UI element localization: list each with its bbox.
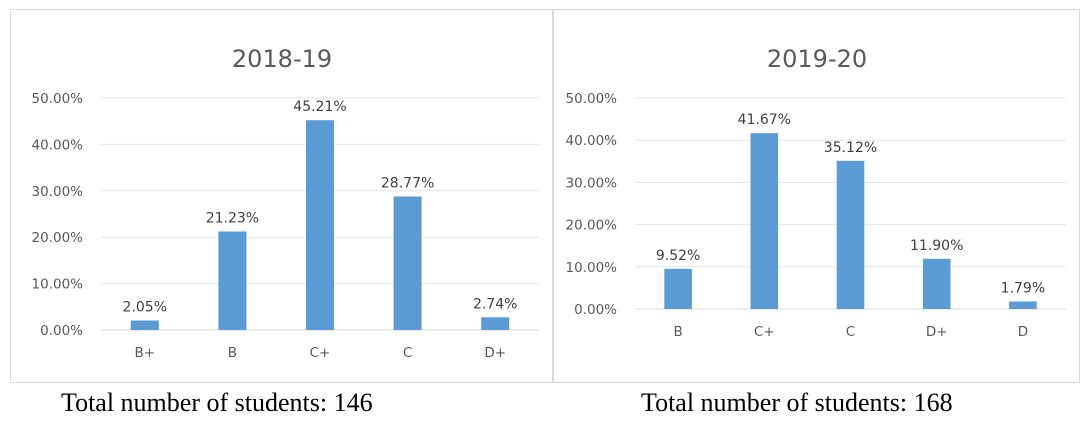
y-tick-label: 30.00% [32, 184, 84, 200]
chart-2019-20: 2019-20 0.00% 10.00% 20.00% 30.00% 40.00% 50.0… [566, 45, 1066, 340]
bar-B [664, 268, 692, 309]
y-tick-label: 30.00% [566, 175, 618, 191]
chart-title: 2018-19 [232, 45, 332, 73]
data-label: 35.12% [824, 140, 877, 156]
y-tick-label: 0.00% [40, 323, 83, 339]
bar-D+ [922, 258, 951, 309]
caption-total-students-2018-19: Total number of students: 146 [61, 388, 373, 417]
bar-C+ [750, 133, 779, 309]
x-category-label: D [1018, 324, 1028, 340]
data-label: 2.05% [123, 299, 167, 315]
y-tick-label: 20.00% [566, 218, 618, 234]
data-label: 41.67% [738, 112, 791, 128]
caption-total-students-2019-20: Total number of students: 168 [641, 388, 953, 417]
data-label: 9.52% [656, 248, 700, 264]
chart-panel-2019-20: 2019-20 0.00% 10.00% 20.00% 30.00% 40.00% 50.0… [553, 9, 1080, 383]
data-label: 45.21% [293, 99, 346, 115]
x-category-label: C [403, 345, 412, 361]
x-category-label: C+ [310, 345, 331, 361]
bar-D [1009, 301, 1037, 309]
x-category-label: D+ [926, 324, 948, 340]
data-label: 11.90% [910, 238, 963, 254]
data-label: 1.79% [1001, 280, 1045, 296]
x-category-label: B [228, 345, 237, 361]
chart-2018-19: 2018-19 0.00% 10.00% 20.00% 30.00% 40.00% 50.0… [32, 45, 539, 361]
y-tick-label: 10.00% [32, 277, 84, 293]
y-tick-label: 20.00% [32, 230, 84, 246]
data-label: 2.74% [473, 296, 517, 312]
bar-C+ [305, 120, 335, 330]
bar-C [836, 160, 865, 309]
chart-panel-2018-19: 2018-19 0.00% 10.00% 20.00% 30.00% 40.00% 50.0… [10, 9, 553, 383]
y-tick-label: 40.00% [32, 137, 84, 153]
y-tick-label: 10.00% [566, 260, 618, 276]
x-category-label: D+ [484, 345, 506, 361]
bar-C [393, 196, 422, 330]
bar-D+ [481, 317, 510, 330]
chart-title: 2019-20 [767, 45, 867, 73]
bar-B+ [130, 320, 159, 330]
y-tick-label: 50.00% [566, 91, 618, 107]
data-label: 21.23% [206, 210, 259, 226]
y-tick-label: 50.00% [32, 91, 84, 107]
x-category-label: C [846, 324, 855, 340]
y-tick-label: 0.00% [574, 302, 617, 318]
x-category-label: B+ [135, 345, 156, 361]
data-label: 28.77% [381, 176, 434, 192]
y-tick-label: 40.00% [566, 133, 618, 149]
bar-B [218, 231, 247, 330]
x-category-label: C+ [754, 324, 775, 340]
x-category-label: B [673, 324, 682, 340]
